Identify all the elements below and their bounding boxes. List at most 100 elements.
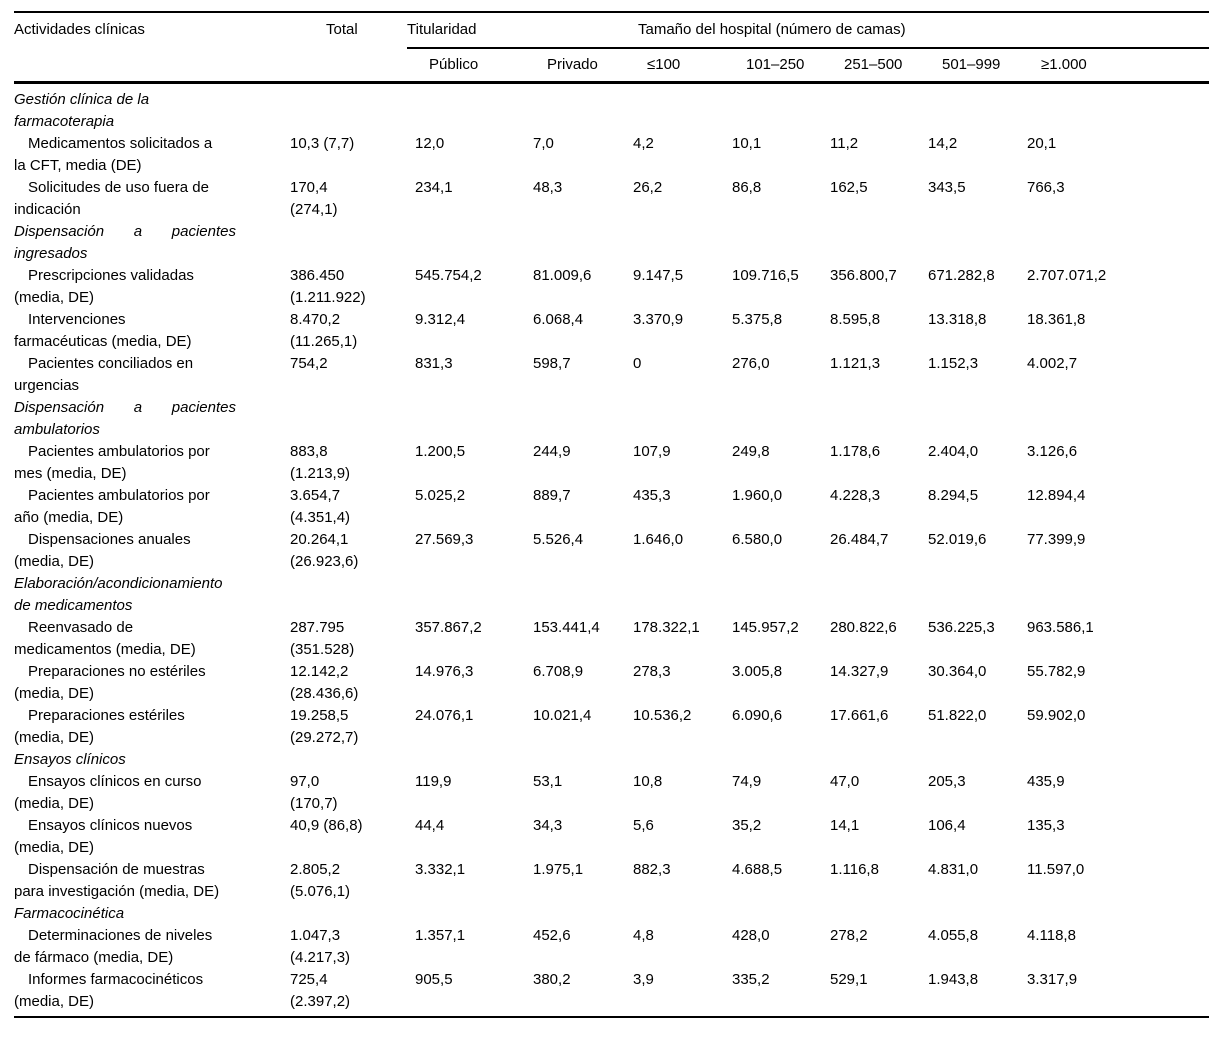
section-title-line: Farmacocinética [14,905,125,922]
value-line: 754,2 [290,355,328,372]
cell-beds-251-500: 11,2 [830,133,928,177]
section-title: Dispensación a pacientes ambulatorios [14,397,290,441]
activity-label-line: (media, DE) [14,993,95,1010]
header-privado: Privado [547,56,598,73]
value-line: 10.536,2 [633,707,692,724]
value-line: 6.090,6 [732,707,783,724]
cell-beds-501-999: 1.943,8 [928,969,1027,1013]
cell-beds-le100: 278,3 [633,661,732,705]
value-line: 1.178,6 [830,443,881,460]
cell-beds-251-500: 1.178,6 [830,441,928,485]
activity-label-line: año (media, DE) [14,509,124,526]
value-line: 6.068,4 [533,311,584,328]
cell-beds-251-500: 162,5 [830,177,928,221]
cell-beds-501-999: 536.225,3 [928,617,1027,661]
cell-publico: 119,9 [415,771,533,815]
cell-beds-501-999: 671.282,8 [928,265,1027,309]
value-line: 278,2 [830,927,868,944]
cell-total: 12.142,2 (28.436,6) [290,661,415,705]
activity-label-line: farmacéuticas (media, DE) [14,333,192,350]
cell-beds-ge1000: 59.902,0 [1027,705,1209,749]
cell-privado: 34,3 [533,815,633,859]
value-line: 34,3 [533,817,563,834]
cell-beds-501-999: 14,2 [928,133,1027,177]
cell-publico: 3.332,1 [415,859,533,903]
cell-privado: 53,1 [533,771,633,815]
value-line: 10,8 [633,773,663,790]
header-beds-ge1000: ≥1.000 [1041,56,1087,73]
value-line: 9.147,5 [633,267,684,284]
value-line: 10,3 (7,7) [290,135,355,152]
cell-beds-101-250: 428,0 [732,925,830,969]
value-line: 356.800,7 [830,267,897,284]
value-line: (351.528) [290,641,355,658]
cell-publico: 5.025,2 [415,485,533,529]
value-line: 26,2 [633,179,663,196]
value-line: 9.312,4 [415,311,466,328]
cell-total: 40,9 (86,8) [290,815,415,859]
value-line: 170,4 [290,179,328,196]
cell-beds-le100: 107,9 [633,441,732,485]
cell-publico: 905,5 [415,969,533,1013]
value-line: 162,5 [830,179,868,196]
value-line: 5,6 [633,817,654,834]
value-line: 35,2 [732,817,762,834]
section-title-line: de medicamentos [14,597,133,614]
cell-beds-ge1000: 12.894,4 [1027,485,1209,529]
value-line: 5.526,4 [533,531,584,548]
cell-beds-101-250: 35,2 [732,815,830,859]
value-line: 1.960,0 [732,487,783,504]
value-line: (2.397,2) [290,993,351,1010]
activity-label-line: para investigación (media, DE) [14,883,220,900]
value-line: 536.225,3 [928,619,995,636]
cell-total: 754,2 [290,353,415,397]
value-line: 380,2 [533,971,571,988]
activity-label-line: Determinaciones de niveles [28,927,213,944]
cell-beds-ge1000: 963.586,1 [1027,617,1209,661]
value-line: 882,3 [633,861,671,878]
value-line: 831,3 [415,355,453,372]
value-line: 153.441,4 [533,619,600,636]
table-row: Preparaciones estériles (media, DE) 19.258… [14,705,1209,749]
cell-privado: 1.975,1 [533,859,633,903]
cell-beds-101-250: 276,0 [732,353,830,397]
header-group-ownership: Titularidad [407,21,477,38]
activity-label-line: Reenvasado de [28,619,134,636]
value-line: (26.923,6) [290,553,359,570]
cell-beds-101-250: 86,8 [732,177,830,221]
value-line: 1.943,8 [928,971,979,988]
value-line: 4.118,8 [1027,927,1076,944]
activity-label: Dispensaciones anuales (media, DE) [14,529,290,573]
activity-label-line: mes (media, DE) [14,465,127,482]
activity-label-line: la CFT, media (DE) [14,157,142,174]
header-total: Total [326,21,358,38]
cell-beds-251-500: 1.121,3 [830,353,928,397]
activity-label-line: Preparaciones estériles [28,707,185,724]
section-header-row: Dispensación a pacientes ambulatorios [14,397,1209,441]
cell-beds-le100: 26,2 [633,177,732,221]
value-line: 97,0 [290,773,320,790]
cell-beds-le100: 4,2 [633,133,732,177]
value-line: 10.021,4 [533,707,592,724]
value-line: 343,5 [928,179,966,196]
value-line: 10,1 [732,135,762,152]
value-line: 4,8 [633,927,654,944]
value-line: 205,3 [928,773,966,790]
value-line: 4.055,8 [928,927,979,944]
value-line: 8.470,2 [290,311,341,328]
cell-beds-251-500: 14,1 [830,815,928,859]
value-line: 14,1 [830,817,860,834]
table-row: Dispensación de muestras para investigaci… [14,859,1209,903]
value-line: 52.019,6 [928,531,987,548]
cell-beds-501-999: 4.055,8 [928,925,1027,969]
cell-privado: 598,7 [533,353,633,397]
cell-beds-le100: 9.147,5 [633,265,732,309]
value-line: 51.822,0 [928,707,987,724]
value-line: 278,3 [633,663,671,680]
value-line: 6.580,0 [732,531,783,548]
cell-beds-101-250: 4.688,5 [732,859,830,903]
header-spacer-1 [14,49,290,81]
cell-beds-le100: 178.322,1 [633,617,732,661]
cell-total: 20.264,1 (26.923,6) [290,529,415,573]
value-line: 3.370,9 [633,311,684,328]
